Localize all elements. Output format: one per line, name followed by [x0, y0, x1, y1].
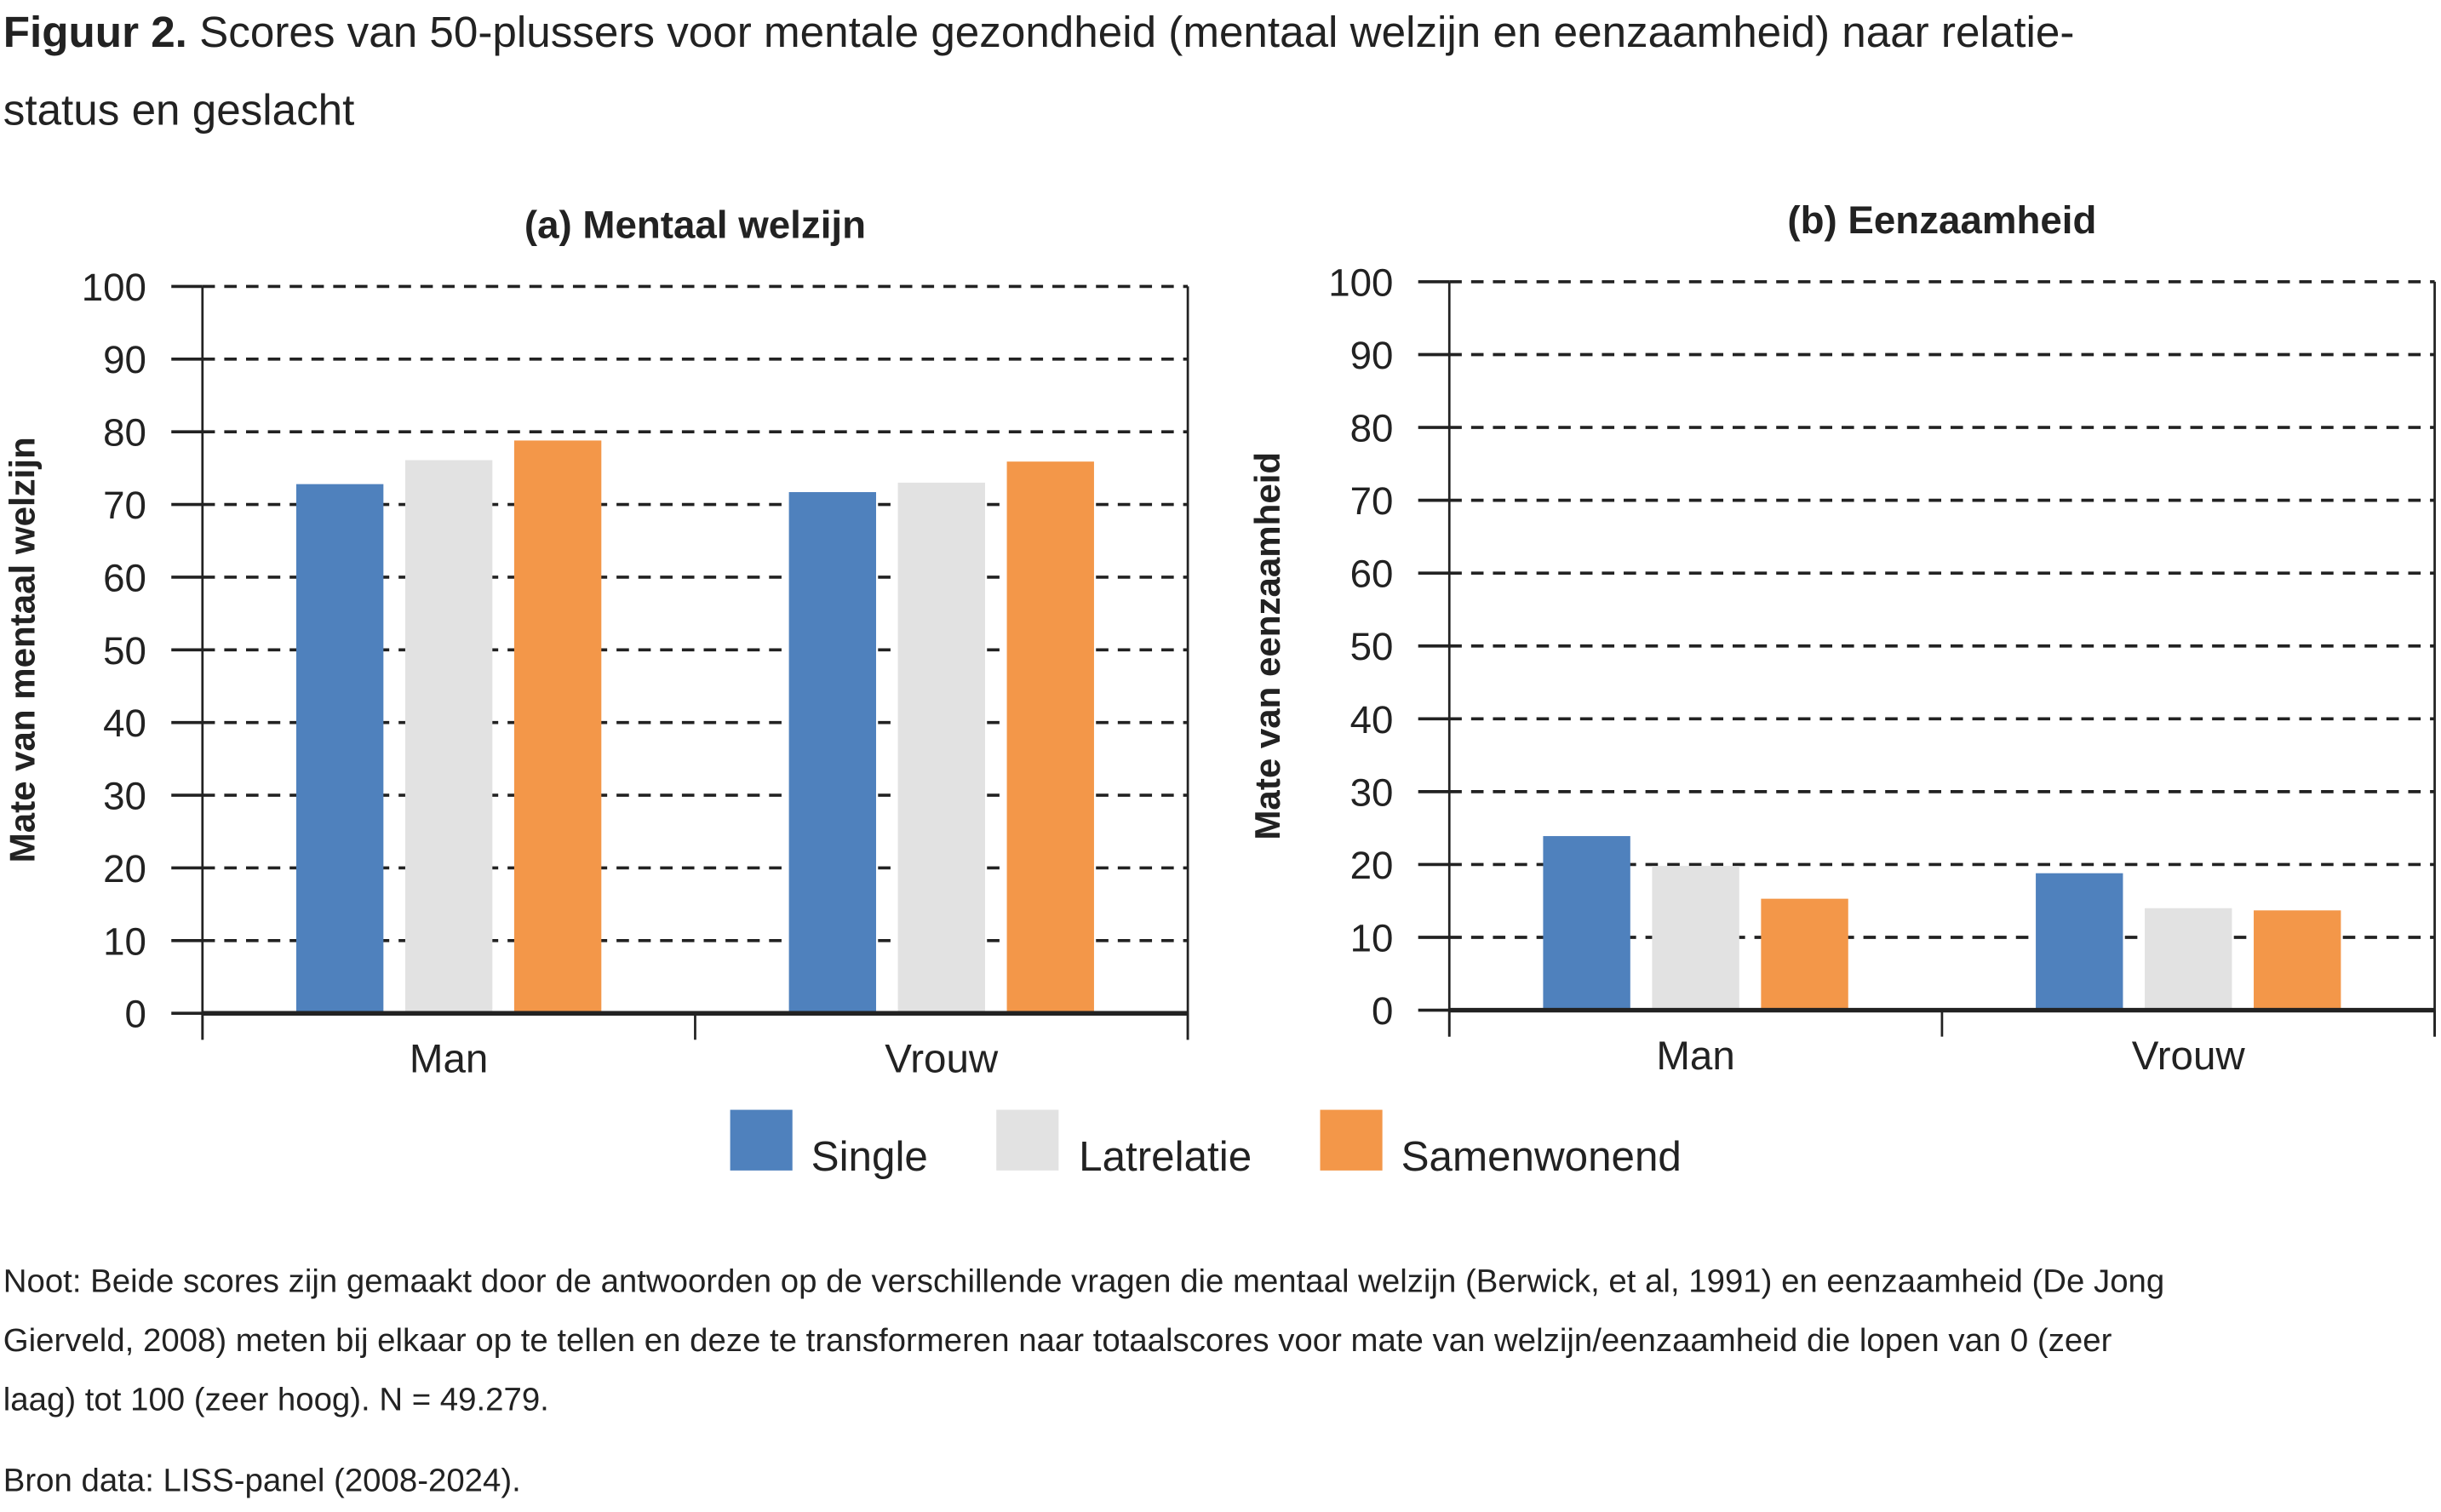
- y-tick-label: 90: [1350, 334, 1394, 377]
- bar-single-vrouw: [788, 492, 876, 1014]
- y-tick-label: 70: [1350, 479, 1394, 523]
- source-note: Bron data: LISS-panel (2008-2024).: [3, 1463, 521, 1499]
- y-tick-label: 80: [1350, 407, 1394, 450]
- x-tick-label: Vrouw: [885, 1037, 999, 1082]
- y-tick-label: 50: [103, 629, 146, 673]
- y-tick-label: 0: [125, 993, 146, 1036]
- y-tick-label: 50: [1350, 625, 1394, 668]
- legend-label-samenwonend: Samenwonend: [1401, 1133, 1682, 1180]
- y-tick-label: 10: [1350, 916, 1394, 959]
- note-line-1: Noot: Beide scores zijn gemaakt door de …: [3, 1263, 2164, 1299]
- y-tick-label: 30: [1350, 770, 1394, 814]
- y-axis-label: Mate van eenzaamheid: [1247, 452, 1287, 840]
- y-tick-label: 70: [103, 484, 146, 527]
- legend-swatch-latrelatie: [996, 1109, 1059, 1171]
- bar-latrelatie-man: [1652, 866, 1739, 1011]
- y-tick-label: 80: [103, 411, 146, 455]
- bar-latrelatie-vrouw: [2145, 908, 2232, 1011]
- y-tick-label: 100: [1328, 261, 1393, 304]
- figure-title: Figuur 2. Scores van 50-plussers voor me…: [3, 8, 2075, 56]
- legend: Single Latrelatie Samenwonend: [730, 1109, 1682, 1180]
- y-tick-label: 20: [1350, 844, 1394, 887]
- y-tick-label: 100: [82, 266, 146, 309]
- y-tick-label: 90: [103, 338, 146, 381]
- legend-swatch-single: [730, 1109, 793, 1171]
- bar-samenwonend-man: [1761, 898, 1848, 1011]
- figure-title-line2: status en geslacht: [3, 85, 355, 134]
- legend-label-single: Single: [811, 1133, 928, 1180]
- bar-latrelatie-man: [404, 460, 493, 1014]
- x-tick-label: Man: [410, 1037, 488, 1082]
- y-tick-label: 0: [1372, 989, 1393, 1033]
- y-axis-label: Mate van mentaal welzijn: [2, 437, 42, 862]
- note-line-3: laag) tot 100 (zeer hoog). N = 49.279.: [3, 1381, 549, 1418]
- legend-label-latrelatie: Latrelatie: [1079, 1133, 1252, 1180]
- bar-single-man: [1543, 836, 1630, 1011]
- y-tick-label: 30: [103, 775, 146, 818]
- bar-samenwonend-man: [513, 440, 602, 1014]
- y-tick-label: 60: [1350, 553, 1394, 596]
- legend-swatch-samenwonend: [1320, 1109, 1383, 1171]
- chart-mentaal-welzijn: (a) Mentaal welzijn Mate van mentaal welz…: [2, 203, 1189, 1082]
- chart-title: (a) Mentaal welzijn: [524, 203, 866, 247]
- chart-eenzaamheid: (b) Eenzaamheid Mate van eenzaamheid 0 10 20…: [1247, 198, 2436, 1079]
- chart-title: (b) Eenzaamheid: [1787, 198, 2096, 242]
- y-tick-label: 10: [103, 919, 146, 963]
- figure-number: Figuur 2.: [3, 8, 187, 56]
- bar-samenwonend-vrouw: [1006, 461, 1094, 1014]
- y-tick-label: 40: [103, 702, 146, 745]
- x-tick-label: Man: [1656, 1034, 1734, 1079]
- bar-single-man: [295, 484, 384, 1014]
- x-tick-label: Vrouw: [2132, 1034, 2246, 1079]
- y-tick-label: 40: [1350, 698, 1394, 742]
- y-tick-label: 60: [103, 556, 146, 599]
- bar-latrelatie-vrouw: [897, 482, 985, 1014]
- y-tick-label: 20: [103, 847, 146, 891]
- bar-samenwonend-vrouw: [2254, 910, 2341, 1011]
- figure-title-line1: Scores van 50-plussers voor mentale gezo…: [187, 8, 2074, 56]
- note-line-2: Gierveld, 2008) meten bij elkaar op te t…: [3, 1322, 2112, 1359]
- bar-single-vrouw: [2036, 873, 2123, 1011]
